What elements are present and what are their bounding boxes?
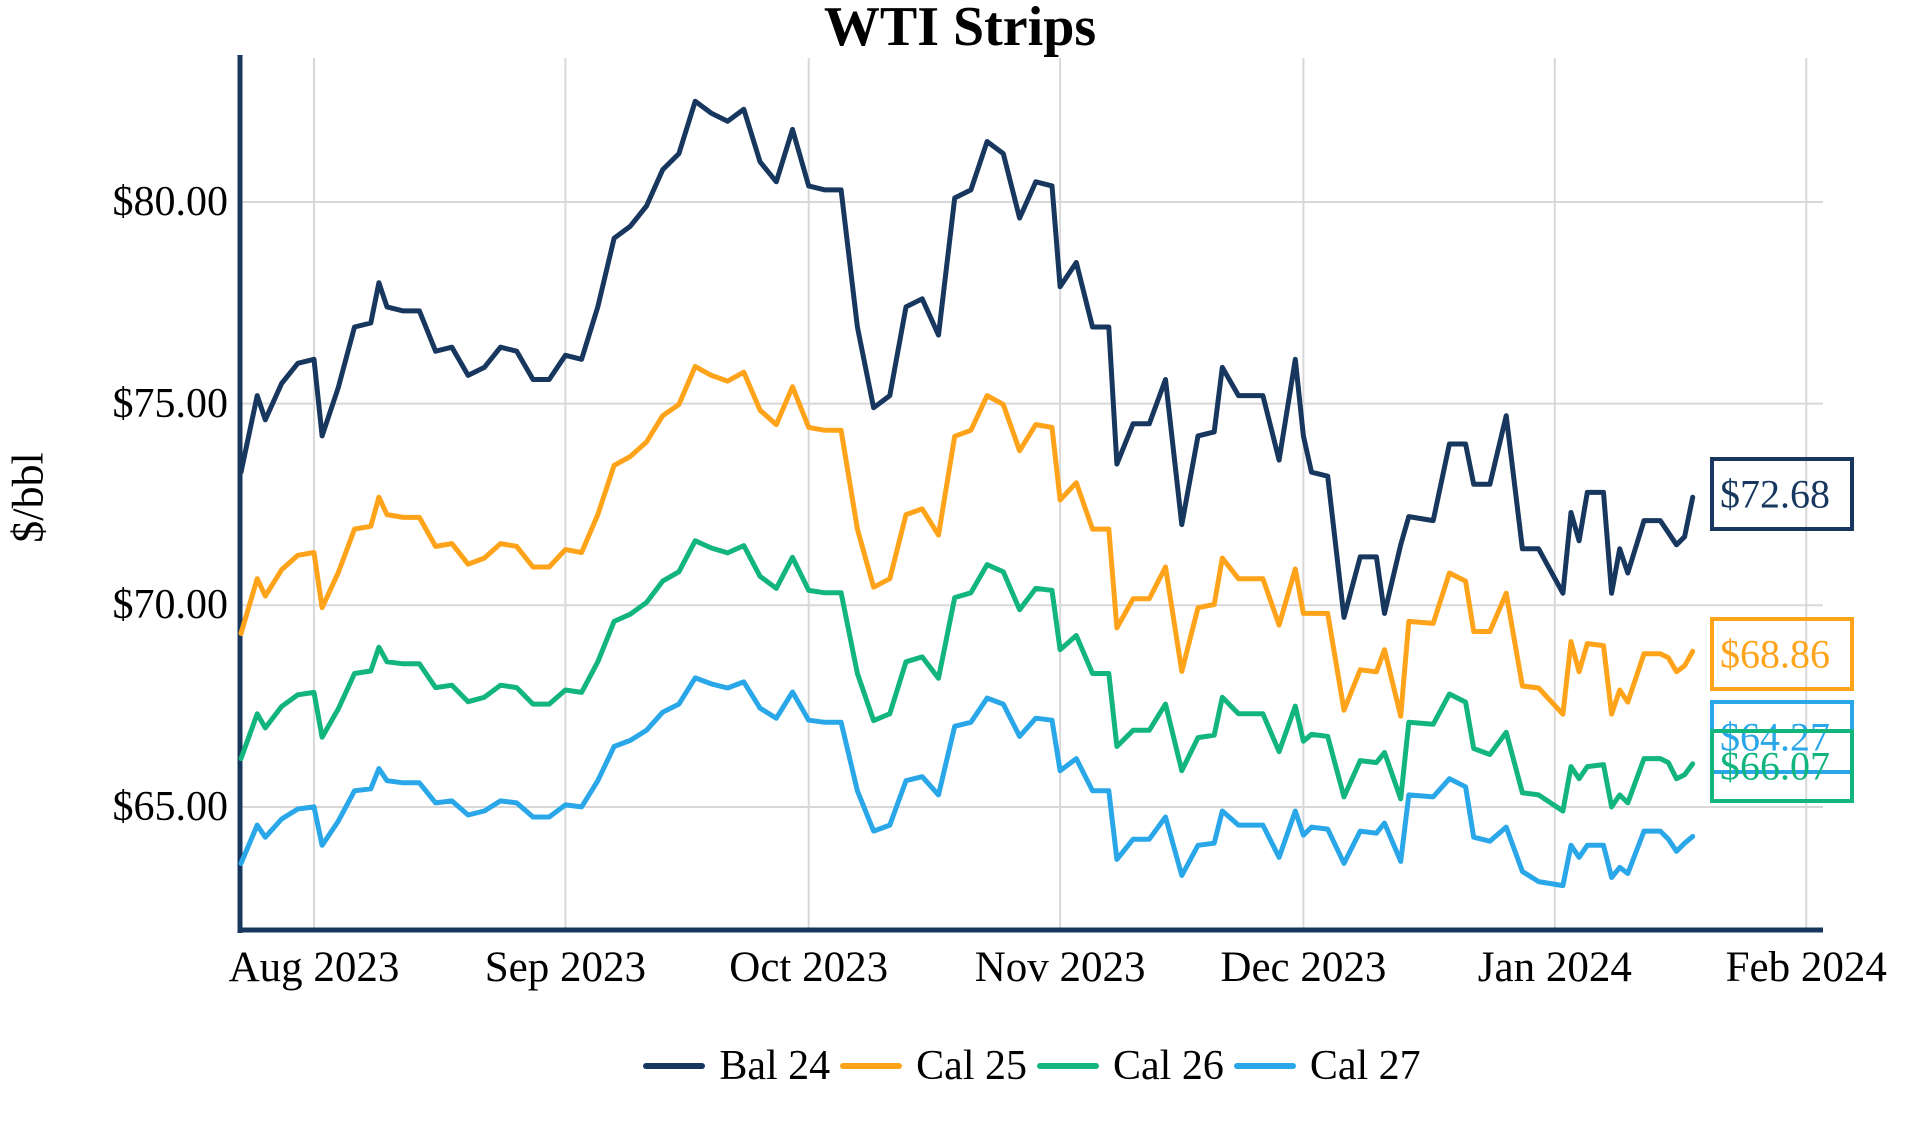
x-tick-label-Feb-2024: Feb 2024 <box>1725 944 1887 991</box>
legend-item-Bal-24: Bal 24 <box>643 1042 830 1090</box>
legend-label: Cal 26 <box>1113 1043 1224 1089</box>
y-tick-label-70: $70.00 <box>112 582 229 629</box>
series-line-Bal-24 <box>238 98 1696 620</box>
end-label-box-Bal-24 <box>1710 457 1854 531</box>
series-line-Cal-26 <box>238 538 1696 814</box>
x-tick-label-Dec-2023: Dec 2023 <box>1220 944 1387 991</box>
legend: Bal 24 Cal 25 Cal 26 Cal 27 <box>241 1042 1823 1090</box>
end-label-text-Cal-27: $64.27 <box>1720 715 1830 760</box>
series-line-Cal-27 <box>238 675 1696 889</box>
legend-label: Cal 27 <box>1309 1043 1421 1089</box>
x-tick-label-Oct-2023: Oct 2023 <box>729 944 889 991</box>
legend-line-swatch-Cal-27 <box>1233 1063 1296 1069</box>
y-tick-label-80: $80.00 <box>112 179 229 225</box>
legend-label: Bal 24 <box>719 1043 831 1089</box>
end-label-text-Bal-24: $72.68 <box>1720 472 1830 517</box>
x-tick-label-Jan-2024: Jan 2024 <box>1477 944 1632 991</box>
end-label-box-Cal-25 <box>1710 617 1854 691</box>
legend-line-swatch-Cal-25 <box>840 1063 903 1069</box>
x-tick-label-Sep-2023: Sep 2023 <box>484 944 647 991</box>
legend-item-Cal-25: Cal 25 <box>840 1042 1027 1090</box>
chart-title: WTI Strips <box>823 0 1097 58</box>
legend-line-swatch-Cal-26 <box>1037 1063 1099 1069</box>
end-label-box-Cal-26 <box>1710 729 1854 803</box>
x-tick-label-Aug-2023: Aug 2023 <box>228 944 400 991</box>
end-label-text-Cal-26: $66.07 <box>1720 744 1830 789</box>
legend-line-swatch-Bal-24 <box>643 1063 706 1069</box>
legend-label: Cal 25 <box>916 1043 1027 1089</box>
y-tick-label-65: $65.00 <box>112 783 229 830</box>
series-line-Cal-25 <box>238 364 1696 719</box>
legend-item-Cal-27: Cal 27 <box>1233 1042 1421 1090</box>
y-tick-label-75: $75.00 <box>112 380 229 427</box>
end-label-text-Cal-25: $68.86 <box>1720 632 1830 677</box>
x-tick-label-Nov-2023: Nov 2023 <box>974 944 1146 991</box>
legend-item-Cal-26: Cal 26 <box>1037 1042 1224 1090</box>
